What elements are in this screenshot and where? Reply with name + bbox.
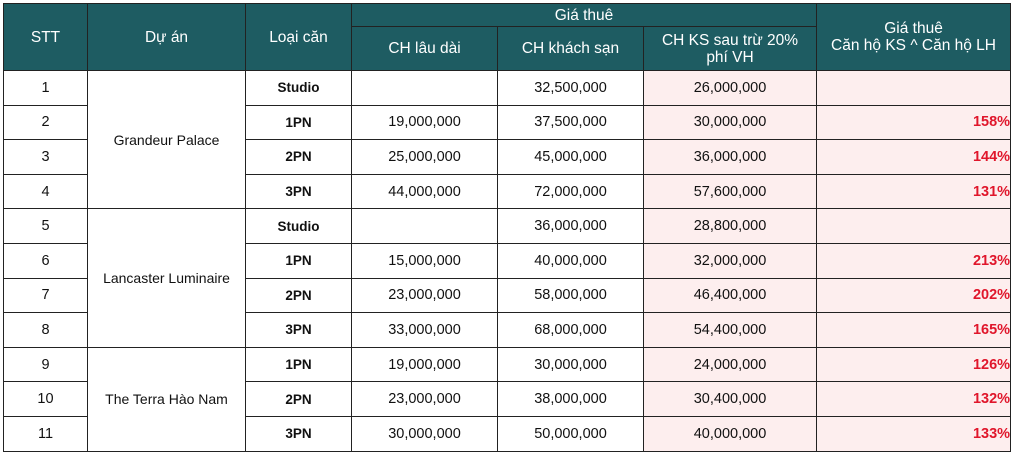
hotel-net-price-cell: 57,600,000 [642, 173, 818, 210]
header-hotel-after-fee-line1: CH KS sau trừ 20% [661, 31, 799, 49]
stt-cell: 11 [3, 415, 88, 452]
table-row: 1 Grandeur Palace Studio 32,500,000 26,000,0… [3, 69, 1012, 210]
unit-type-cell: 1PN [245, 346, 352, 383]
unit-type-cell: 1PN [245, 104, 352, 141]
table-row: 4 3PN 44,000,000 72,000,000 57,600,000 131% [3, 173, 1012, 210]
long-term-price-cell: 19,000,000 [351, 346, 498, 383]
long-term-price-cell [351, 70, 498, 106]
unit-type-cell: 3PN [245, 312, 352, 348]
long-term-price-cell: 15,000,000 [351, 242, 498, 279]
hotel-price-cell: 50,000,000 [497, 415, 644, 452]
ratio-cell: 131% [816, 173, 1012, 210]
table-row: 7 2PN 23,000,000 58,000,000 46,400,000 202% [3, 277, 1012, 314]
ratio-cell: 126% [816, 346, 1012, 383]
stt-cell: 4 [3, 173, 88, 210]
hotel-net-price-cell: 32,000,000 [642, 242, 818, 279]
ratio-cell: 165% [816, 312, 1012, 348]
header-stt: STT [3, 3, 88, 71]
stt-cell: 7 [3, 277, 88, 314]
hotel-price-cell: 72,000,000 [497, 173, 644, 210]
unit-type-cell: Studio [245, 70, 352, 106]
hotel-price-cell: 68,000,000 [497, 312, 644, 348]
stt-cell: 6 [3, 242, 88, 279]
unit-type-cell: 3PN [245, 173, 352, 210]
long-term-price-cell: 33,000,000 [351, 312, 498, 348]
long-term-price-cell: 19,000,000 [351, 104, 498, 141]
long-term-price-cell [351, 208, 498, 244]
ratio-cell: 132% [816, 381, 1012, 417]
stt-cell: 9 [3, 346, 88, 383]
table-row: 9 The Terra Hào Nam 1PN 19,000,000 30,000,00… [3, 346, 1012, 452]
hotel-price-cell: 36,000,000 [497, 208, 644, 244]
stt-cell: 10 [3, 381, 88, 417]
hotel-price-cell: 30,000,000 [497, 346, 644, 383]
rental-price-table: STT Dự án Loại căn Giá thuê Giá thuê Căn… [3, 3, 1012, 452]
long-term-price-cell: 25,000,000 [351, 139, 498, 175]
hotel-net-price-cell: 24,000,000 [642, 346, 818, 383]
header-hotel-after-fee: CH KS sau trừ 20% phí VH [642, 26, 818, 71]
table-row: 5 Lancaster Luminaire Studio 36,000,000 28,8… [3, 208, 1012, 348]
hotel-net-price-cell: 54,400,000 [642, 312, 818, 348]
header-ratio-line2: Căn hộ KS ^ Căn hộ LH [831, 37, 996, 54]
stt-cell: 3 [3, 139, 88, 175]
header-project: Dự án [87, 3, 246, 71]
project-name-cell: Lancaster Luminaire [87, 208, 246, 348]
ratio-cell: 144% [816, 139, 1012, 175]
header-unit-type: Loại căn [245, 3, 352, 71]
table-row: 3 2PN 25,000,000 45,000,000 36,000,000 144% [3, 139, 1012, 175]
long-term-price-cell: 44,000,000 [351, 173, 498, 210]
header-ratio-line1: Giá thuê [884, 20, 943, 37]
ratio-cell: 213% [816, 242, 1012, 279]
header-hotel-after-fee-line2: phí VH [706, 48, 754, 66]
stt-cell: 1 [3, 70, 88, 106]
ratio-cell [816, 70, 1012, 106]
unit-type-cell: 3PN [245, 415, 352, 452]
header-long-term: CH lâu dài [351, 26, 498, 71]
unit-type-cell: Studio [245, 208, 352, 244]
unit-type-cell: 2PN [245, 139, 352, 175]
unit-type-cell: 1PN [245, 242, 352, 279]
table-row: 11 3PN 30,000,000 50,000,000 40,000,000 133% [3, 415, 1012, 452]
unit-type-cell: 2PN [245, 277, 352, 314]
project-name-cell: Grandeur Palace [87, 69, 246, 210]
header-rent-group: Giá thuê [350, 3, 818, 27]
hotel-net-price-cell: 28,800,000 [642, 208, 818, 244]
stt-cell: 2 [3, 104, 88, 141]
hotel-price-cell: 40,000,000 [497, 242, 644, 279]
hotel-price-cell: 32,500,000 [497, 70, 644, 106]
table-row: 2 1PN 19,000,000 37,500,000 30,000,000 158% [3, 104, 1012, 141]
hotel-net-price-cell: 40,000,000 [642, 415, 818, 452]
unit-type-cell: 2PN [245, 381, 352, 417]
long-term-price-cell: 30,000,000 [351, 415, 498, 452]
long-term-price-cell: 23,000,000 [351, 277, 498, 314]
table-body: 1 Grandeur Palace Studio 32,500,000 26,000,0… [3, 69, 1012, 452]
hotel-price-cell: 37,500,000 [497, 104, 644, 141]
stt-cell: 8 [3, 312, 88, 348]
ratio-cell: 158% [816, 104, 1012, 141]
ratio-cell [816, 208, 1012, 244]
ratio-cell: 133% [816, 415, 1012, 452]
hotel-price-cell: 38,000,000 [497, 381, 644, 417]
hotel-net-price-cell: 30,000,000 [642, 104, 818, 141]
ratio-cell: 202% [816, 277, 1012, 314]
hotel-net-price-cell: 46,400,000 [642, 277, 818, 314]
stt-cell: 5 [3, 208, 88, 244]
hotel-net-price-cell: 30,400,000 [642, 381, 818, 417]
project-name-cell: The Terra Hào Nam [87, 346, 246, 452]
hotel-price-cell: 45,000,000 [497, 139, 644, 175]
header-ratio: Giá thuê Căn hộ KS ^ Căn hộ LH [816, 3, 1012, 71]
header-hotel: CH khách sạn [497, 26, 644, 71]
hotel-net-price-cell: 26,000,000 [642, 70, 818, 106]
long-term-price-cell: 23,000,000 [351, 381, 498, 417]
hotel-net-price-cell: 36,000,000 [642, 139, 818, 175]
hotel-price-cell: 58,000,000 [497, 277, 644, 314]
